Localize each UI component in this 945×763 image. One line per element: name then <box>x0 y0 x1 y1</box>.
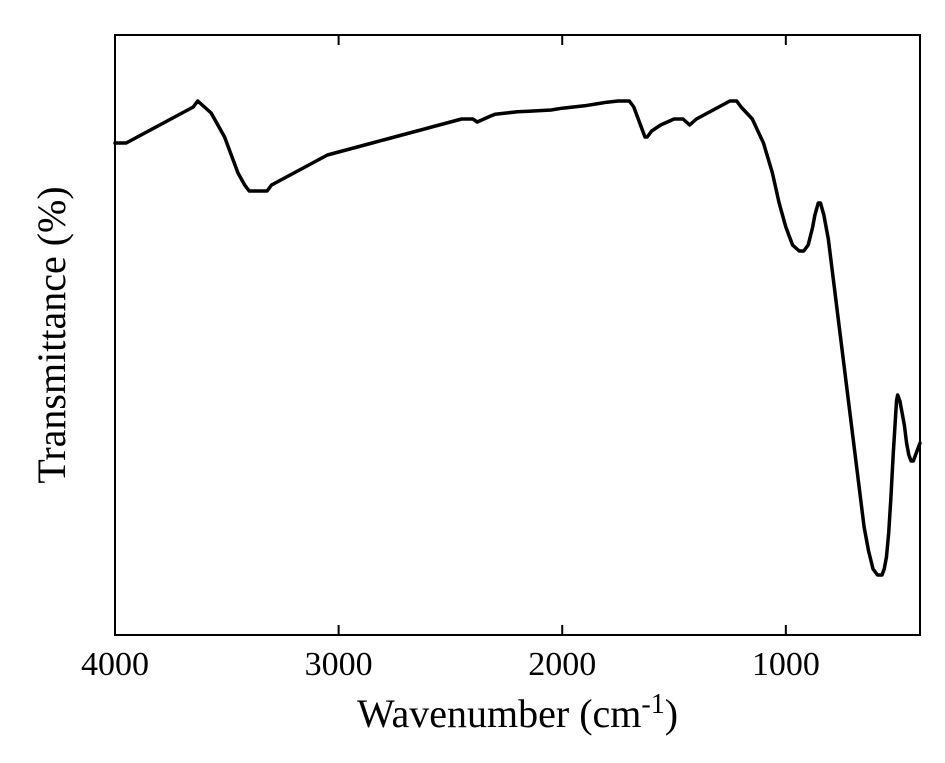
chart-svg: 4000 3000 2000 1000 Wavenumber (cm-1) Transmi… <box>0 0 945 763</box>
x-axis-label: Wavenumber (cm-1) <box>357 689 678 736</box>
spectrum-trace <box>115 101 920 575</box>
x-tick-label: 4000 <box>81 646 149 683</box>
x-tick-label: 2000 <box>528 646 596 683</box>
y-axis-label: Transmittance (%) <box>29 186 74 483</box>
ftir-spectrum-chart: 4000 3000 2000 1000 Wavenumber (cm-1) Transmi… <box>0 0 945 763</box>
x-tick-label: 1000 <box>752 646 820 683</box>
plot-frame <box>115 35 920 635</box>
x-tick-label: 3000 <box>305 646 373 683</box>
